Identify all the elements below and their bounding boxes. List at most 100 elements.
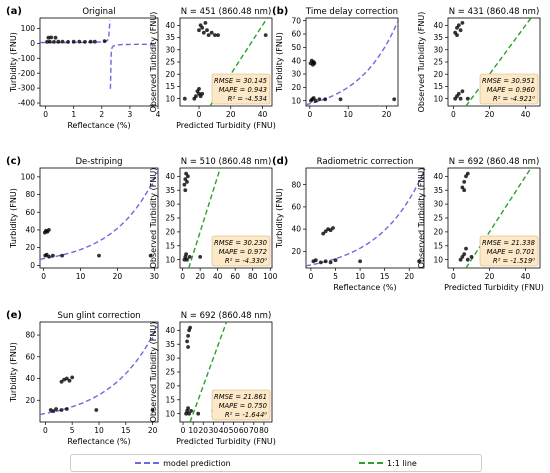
y-tick-label: 20 bbox=[25, 396, 35, 405]
legend-model-label: model prediction bbox=[163, 458, 231, 468]
data-point bbox=[94, 408, 99, 412]
data-point bbox=[203, 21, 208, 25]
data-point bbox=[313, 258, 318, 263]
data-point bbox=[460, 255, 465, 259]
plot-area bbox=[40, 170, 158, 260]
data-point bbox=[323, 259, 328, 264]
x-tick-label: 20 bbox=[148, 426, 158, 435]
x-tick-label: 0 bbox=[180, 272, 185, 281]
data-point bbox=[53, 35, 58, 40]
model-prediction-curve bbox=[306, 20, 398, 106]
x-tick-label: 40 bbox=[521, 110, 531, 119]
data-point bbox=[185, 257, 189, 262]
x-tick-label: 15 bbox=[380, 272, 390, 281]
x-tick-label: 5 bbox=[70, 426, 75, 435]
data-point bbox=[333, 258, 338, 263]
data-point bbox=[312, 61, 317, 66]
y-tick-label: 15 bbox=[433, 82, 443, 91]
data-point bbox=[60, 39, 65, 44]
x-tick-label: 15 bbox=[121, 426, 131, 435]
mape-stat: MAPE = 0.750 bbox=[219, 402, 267, 410]
data-point bbox=[206, 33, 211, 37]
y-tick-label: 20 bbox=[291, 83, 301, 92]
y-tick-label: 10 bbox=[433, 255, 443, 264]
x-tick-label: 50 bbox=[229, 426, 239, 435]
data-point bbox=[465, 171, 470, 176]
x-tick-label: 1 bbox=[71, 110, 76, 119]
y-tick-label: 40 bbox=[165, 326, 175, 335]
data-point bbox=[317, 97, 322, 102]
mape-stat: MAPE = 0.972 bbox=[219, 248, 267, 256]
x-tick-label: 80 bbox=[259, 426, 269, 435]
panel-label: (e) bbox=[6, 310, 22, 321]
x-tick-label: 10 bbox=[76, 272, 86, 281]
data-point bbox=[313, 98, 318, 103]
y-tick-label: -300 bbox=[18, 84, 35, 93]
data-point bbox=[464, 174, 468, 179]
y-tick-label: 25 bbox=[165, 368, 175, 377]
plot-frame bbox=[39, 321, 159, 423]
rmse-stat: RMSE = 21.338 bbox=[482, 239, 536, 247]
data-point bbox=[263, 33, 268, 37]
panel-label: (a) bbox=[6, 6, 22, 17]
data-point bbox=[196, 411, 201, 416]
panel-d1: 0 5 10 15 20 20 40 60 80 Radiometric correction (d… bbox=[272, 156, 425, 292]
x-tick-label: 10 bbox=[355, 272, 365, 281]
r2-stat: R² = -4.534 bbox=[228, 95, 267, 103]
data-point bbox=[184, 171, 189, 176]
plot-area bbox=[40, 20, 158, 89]
x-tick-label: 30 bbox=[150, 272, 160, 281]
y-tick-label: 25 bbox=[165, 214, 175, 223]
y-tick-label: -200 bbox=[18, 69, 35, 78]
y-tick-label: 70 bbox=[291, 16, 301, 25]
x-tick-label: 20 bbox=[198, 426, 208, 435]
data-point bbox=[102, 39, 107, 43]
rmse-stat: RMSE = 30.951 bbox=[482, 77, 535, 85]
x-tick-label: 3 bbox=[128, 110, 133, 119]
data-point bbox=[200, 91, 205, 96]
data-point bbox=[51, 409, 56, 413]
panel-b2: 0 20 40 10 15 20 25 30 35 40 N = 431 (860.48 nm) Ob… bbox=[417, 7, 541, 119]
data-point bbox=[458, 257, 463, 262]
x-tick-label: 80 bbox=[248, 272, 258, 281]
x-tick-label: 20 bbox=[226, 110, 236, 119]
y-tick-label: 15 bbox=[433, 241, 443, 250]
x-axis-label: Reflectance (%) bbox=[67, 121, 130, 130]
stats-box bbox=[211, 389, 271, 421]
data-point bbox=[209, 30, 214, 35]
data-point bbox=[338, 97, 343, 102]
x-tick-label: 0 bbox=[181, 426, 186, 435]
x-tick-label: 10 bbox=[188, 426, 198, 435]
chart-title: Radiometric correction bbox=[317, 157, 414, 167]
y-tick-label: 20 bbox=[165, 70, 175, 79]
data-point bbox=[77, 39, 82, 44]
x-tick-label: 0 bbox=[197, 110, 202, 119]
data-point bbox=[67, 378, 72, 383]
legend-one-to-one-swatch bbox=[358, 462, 383, 464]
data-point bbox=[186, 345, 191, 349]
x-tick-label: 20 bbox=[113, 272, 123, 281]
y-tick-label: 30 bbox=[165, 45, 175, 54]
chart-title: N = 510 (860.48 nm) bbox=[181, 157, 272, 167]
x-tick-label: 5 bbox=[333, 272, 338, 281]
y-tick-label: 35 bbox=[165, 33, 175, 42]
chart-title: N = 692 (860.48 nm) bbox=[449, 157, 540, 167]
r2-stat: R² = -1.644⁰ bbox=[225, 411, 267, 419]
y-tick-label: 0 bbox=[30, 261, 35, 270]
plot-frame bbox=[305, 17, 399, 107]
data-point bbox=[187, 255, 192, 259]
data-point bbox=[331, 226, 335, 230]
data-point bbox=[45, 40, 49, 44]
y-tick-label: 40 bbox=[25, 226, 35, 235]
x-tick-label: 0 bbox=[307, 110, 312, 119]
y-tick-label: 80 bbox=[25, 331, 35, 340]
data-point bbox=[148, 253, 153, 258]
legend-one-to-one-label: 1:1 line bbox=[386, 458, 417, 468]
x-tick-label: 20 bbox=[382, 110, 392, 119]
y-tick-label: 20 bbox=[433, 227, 443, 236]
rmse-stat: RMSE = 30.145 bbox=[214, 77, 267, 85]
data-point bbox=[59, 379, 64, 384]
y-tick-label: 40 bbox=[433, 172, 443, 181]
stats-box bbox=[211, 73, 271, 105]
x-tick-label: 2 bbox=[99, 110, 104, 119]
